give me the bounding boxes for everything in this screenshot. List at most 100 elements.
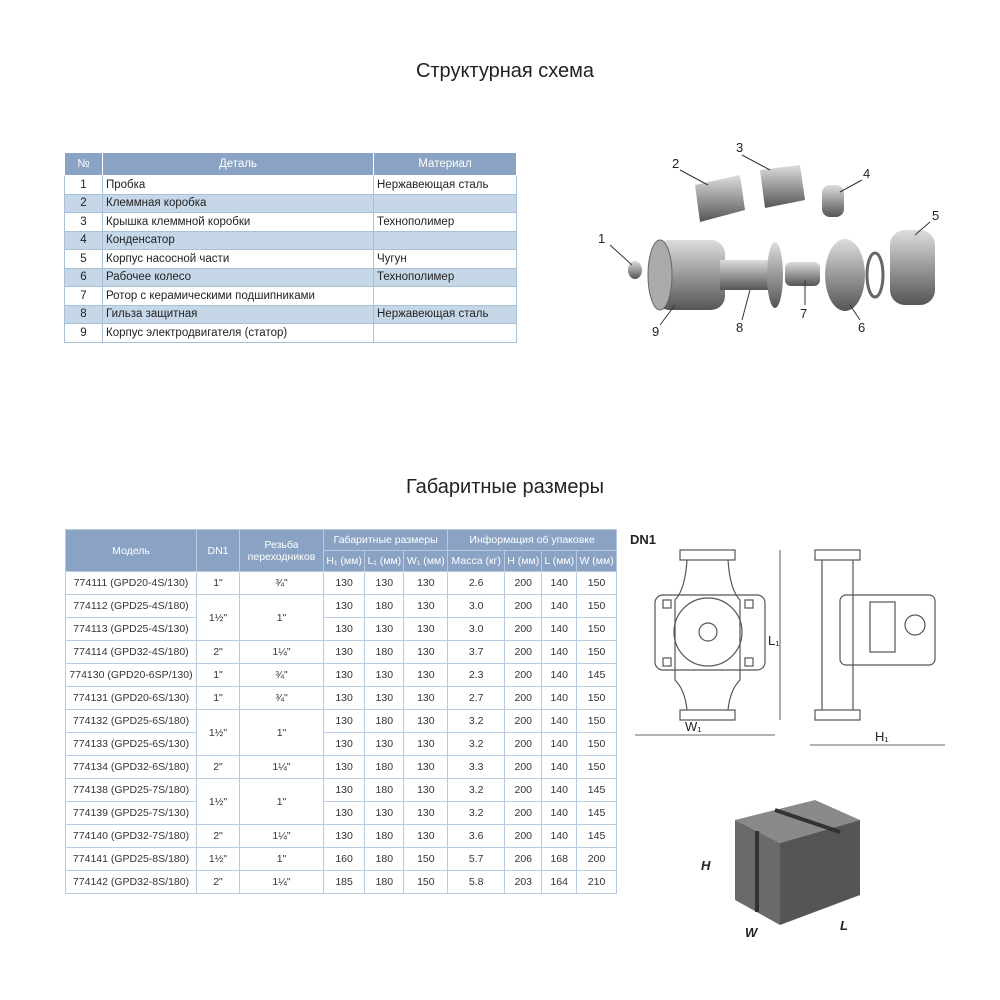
col-mass: Масса (кг): [447, 550, 506, 572]
h1-cell: 130: [322, 801, 366, 825]
part-number: 6: [64, 267, 103, 287]
mass-cell: 2.3: [447, 663, 506, 687]
mass-cell: 3.2: [447, 732, 506, 756]
table-row: 6 Рабочее колесо Технополимер: [64, 267, 517, 287]
l-cell: 140: [541, 732, 578, 756]
mass-cell: 3.2: [447, 801, 506, 825]
callout-4: 4: [863, 166, 870, 181]
mass-cell: 3.3: [447, 755, 506, 779]
h1-cell: 185: [322, 870, 366, 894]
l1-cell: 130: [364, 686, 405, 710]
l1-cell: 180: [364, 709, 405, 733]
dn1-cell: 2": [196, 870, 240, 894]
w1-cell: 130: [403, 663, 449, 687]
table-row: 9 Корпус электродвигателя (статор): [64, 323, 517, 343]
l1-cell: 180: [364, 594, 405, 618]
w-cell: 150: [576, 732, 617, 756]
dn1-cell: 1½": [196, 847, 240, 871]
part-number: 8: [64, 304, 103, 324]
w-cell: 145: [576, 824, 617, 848]
w1-cell: 130: [403, 594, 449, 618]
mass-cell: 5.7: [447, 847, 506, 871]
col-w: W (мм): [576, 550, 617, 572]
dn1-cell: 1½": [196, 778, 240, 825]
part-material: [373, 323, 517, 343]
box-h-label: H: [701, 858, 711, 873]
l1-cell: 130: [364, 663, 405, 687]
l-cell: 140: [541, 824, 578, 848]
mass-cell: 5.8: [447, 870, 506, 894]
dn1-label: DN1: [630, 532, 656, 547]
thread-cell: 1": [239, 847, 324, 871]
table-row: 1 Пробка Нержавеющая сталь: [64, 175, 517, 195]
table-row: 774142 (GPD32-8S/180) 2" 1¼" 185 180 150 5.8 20…: [65, 870, 617, 894]
col-thread: Резьба переходников: [239, 529, 324, 572]
h1-cell: 130: [322, 709, 366, 733]
h1-cell: 130: [322, 824, 366, 848]
thread-cell: 1¼": [239, 755, 324, 779]
dn1-cell: 1½": [196, 594, 240, 641]
table-row: 3 Крышка клеммной коробки Технополимер: [64, 212, 517, 232]
w1-cell: 130: [403, 640, 449, 664]
l1-cell: 180: [364, 870, 405, 894]
w-cell: 210: [576, 870, 617, 894]
dimension-drawing: DN1 L₁ W₁ H₁: [630, 532, 945, 746]
w-cell: 150: [576, 640, 617, 664]
w1-cell: 130: [403, 709, 449, 733]
part-number: 1: [64, 175, 103, 195]
mass-cell: 2.6: [447, 571, 506, 595]
dn1-cell: 2": [196, 824, 240, 848]
table-row: 774133 (GPD25-6S/130) 130 130 130 3.2 200 140 1…: [65, 732, 617, 756]
part-material: Технополимер: [373, 267, 517, 287]
h1-cell: 130: [322, 617, 366, 641]
col-group-pack: Информация об упаковке: [447, 529, 617, 551]
h1-cell: 130: [322, 663, 366, 687]
w1-cell: 130: [403, 571, 449, 595]
part-name: Крышка клеммной коробки: [102, 212, 374, 232]
model-cell: 774141 (GPD25-8S/180): [65, 847, 197, 871]
model-cell: 774112 (GPD25-4S/180): [65, 594, 197, 618]
model-cell: 774142 (GPD32-8S/180): [65, 870, 197, 894]
table-row: 8 Гильза защитная Нержавеющая сталь: [64, 304, 517, 324]
box-w-label: W: [745, 925, 759, 940]
part-number: 5: [64, 249, 103, 269]
l1-cell: 180: [364, 824, 405, 848]
h-cell: 200: [504, 686, 543, 710]
part-name: Корпус электродвигателя (статор): [102, 323, 374, 343]
h-cell: 200: [504, 663, 543, 687]
dn1-cell: 2": [196, 755, 240, 779]
dn1-cell: 1½": [196, 709, 240, 756]
l1-cell: 180: [364, 755, 405, 779]
w1-cell: 150: [403, 847, 449, 871]
h-cell: 200: [504, 709, 543, 733]
part-name: Корпус насосной части: [102, 249, 374, 269]
dn1-cell: 2": [196, 640, 240, 664]
h-cell: 200: [504, 824, 543, 848]
callout-7: 7: [800, 306, 807, 321]
part-material: Нержавеющая сталь: [373, 175, 517, 195]
callout-5: 5: [932, 208, 939, 223]
l1-cell: 180: [364, 847, 405, 871]
col-w1: W₁ (мм): [403, 550, 449, 572]
h-cell: 206: [504, 847, 543, 871]
l-cell: 140: [541, 778, 578, 802]
l1-cell: 180: [364, 778, 405, 802]
w-cell: 145: [576, 801, 617, 825]
h-cell: 200: [504, 801, 543, 825]
thread-cell: 1": [239, 778, 324, 825]
h-cell: 200: [504, 755, 543, 779]
part-name: Гильза защитная: [102, 304, 374, 324]
w1-cell: 150: [403, 870, 449, 894]
part-name: Ротор с керамическими подшипниками: [102, 286, 374, 306]
mass-cell: 3.7: [447, 640, 506, 664]
model-cell: 774131 (GPD20-6S/130): [65, 686, 197, 710]
table-row: 774139 (GPD25-7S/130) 130 130 130 3.2 200 140 1…: [65, 801, 617, 825]
table-row: 774114 (GPD32-4S/180) 2" 1¼" 130 180 130 3.7 20…: [65, 640, 617, 664]
thread-cell: 1¼": [239, 870, 324, 894]
col-h: H (мм): [504, 550, 543, 572]
mass-cell: 3.0: [447, 617, 506, 641]
part-material: [373, 230, 517, 250]
h1-cell: 130: [322, 640, 366, 664]
w-cell: 150: [576, 686, 617, 710]
parts-table: № Деталь Материал 1 Пробка Нержавеющая ста…: [64, 152, 517, 343]
